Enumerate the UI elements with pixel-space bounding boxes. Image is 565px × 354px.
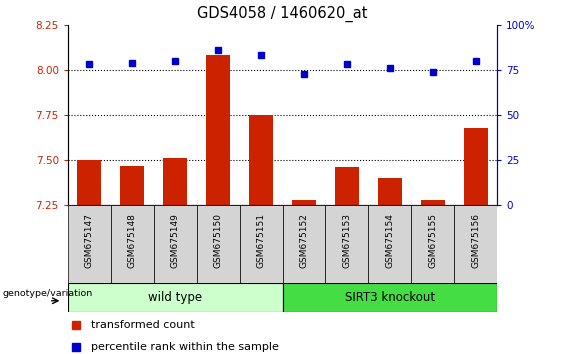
FancyBboxPatch shape xyxy=(68,283,282,312)
Text: SIRT3 knockout: SIRT3 knockout xyxy=(345,291,435,304)
FancyBboxPatch shape xyxy=(197,205,240,283)
Text: GSM675152: GSM675152 xyxy=(299,213,308,268)
FancyBboxPatch shape xyxy=(154,205,197,283)
Bar xyxy=(292,200,316,205)
FancyBboxPatch shape xyxy=(68,205,111,283)
Text: GSM675153: GSM675153 xyxy=(342,213,351,268)
Text: GSM675147: GSM675147 xyxy=(85,213,94,268)
Bar xyxy=(249,115,273,205)
Bar xyxy=(421,200,445,205)
Bar xyxy=(464,128,488,205)
Text: GSM675155: GSM675155 xyxy=(428,213,437,268)
Text: GSM675149: GSM675149 xyxy=(171,213,180,268)
FancyBboxPatch shape xyxy=(454,205,497,283)
Text: GSM675150: GSM675150 xyxy=(214,213,223,268)
FancyBboxPatch shape xyxy=(240,205,282,283)
FancyBboxPatch shape xyxy=(282,283,497,312)
Bar xyxy=(77,160,101,205)
Bar xyxy=(335,167,359,205)
Bar xyxy=(378,178,402,205)
Text: GSM675151: GSM675151 xyxy=(257,213,266,268)
Bar xyxy=(163,158,187,205)
Title: GDS4058 / 1460620_at: GDS4058 / 1460620_at xyxy=(197,6,368,22)
Bar xyxy=(120,166,144,205)
FancyBboxPatch shape xyxy=(325,205,368,283)
Text: GSM675148: GSM675148 xyxy=(128,213,137,268)
FancyBboxPatch shape xyxy=(411,205,454,283)
FancyBboxPatch shape xyxy=(282,205,325,283)
Text: GSM675154: GSM675154 xyxy=(385,213,394,268)
Text: wild type: wild type xyxy=(148,291,202,304)
FancyBboxPatch shape xyxy=(368,205,411,283)
Text: GSM675156: GSM675156 xyxy=(471,213,480,268)
Bar xyxy=(206,56,230,205)
Text: genotype/variation: genotype/variation xyxy=(3,290,93,298)
FancyBboxPatch shape xyxy=(111,205,154,283)
Text: transformed count: transformed count xyxy=(92,320,195,330)
Text: percentile rank within the sample: percentile rank within the sample xyxy=(92,342,279,352)
